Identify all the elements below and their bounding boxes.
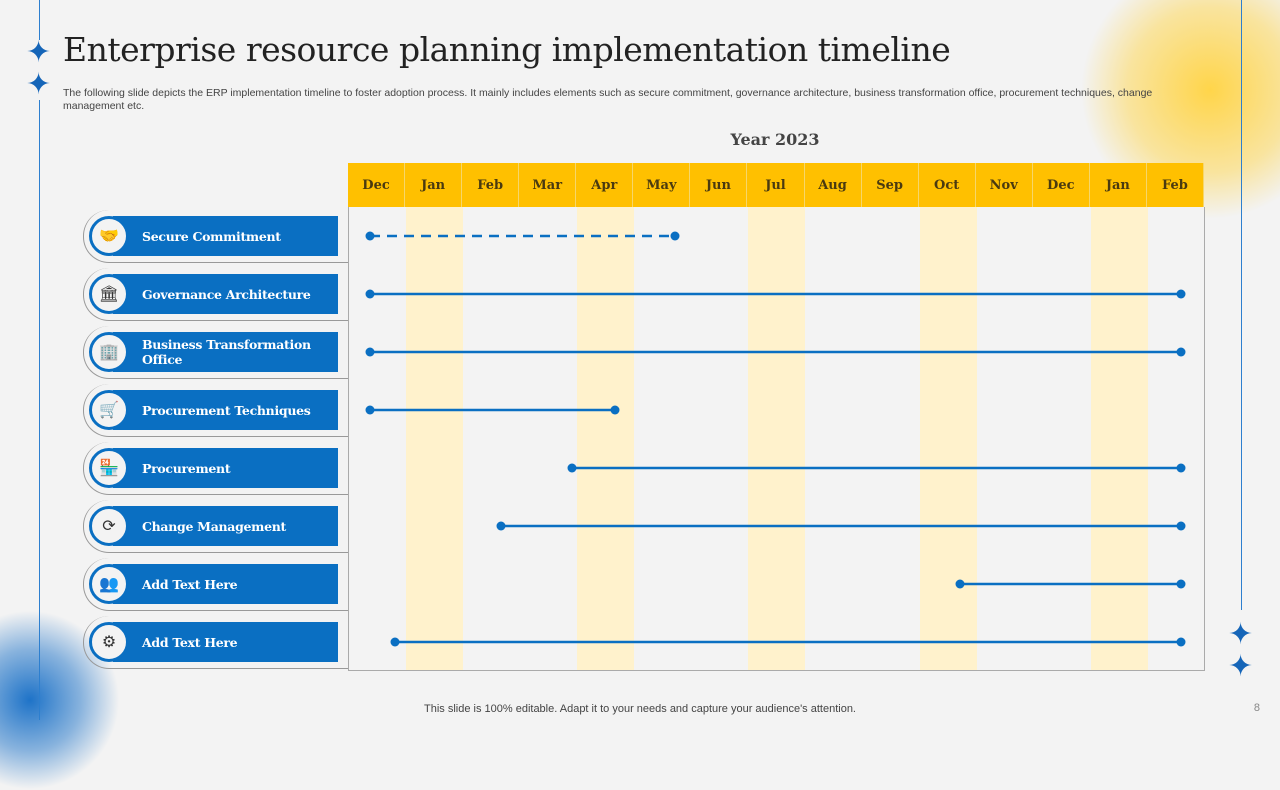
bar-end-dot (1176, 521, 1186, 531)
decor-line (39, 0, 40, 40)
row-label: Add Text Here (113, 622, 338, 662)
highlight-column (406, 207, 464, 670)
store-icon: 🏪 (89, 448, 129, 488)
row-label: Procurement (113, 448, 338, 488)
month-sep: Sep (862, 163, 919, 207)
bar-start-dot (955, 579, 965, 589)
bar-end-dot (1176, 347, 1186, 357)
row-label: Governance Architecture (113, 274, 338, 314)
row-label: Change Management (113, 506, 338, 546)
subtitle: The following slide depicts the ERP impl… (63, 87, 1153, 112)
month-apr: Apr (576, 163, 634, 207)
bar-end-dot (610, 405, 620, 415)
month-header: Dec Jan Feb Mar Apr May Jun Jul Aug Sep Oct Nov Dec J… (348, 163, 1204, 207)
handshake-shield-icon: 🤝 (89, 216, 129, 256)
decor-line (1241, 0, 1242, 610)
footer-note: This slide is 100% editable. Adapt it to… (424, 703, 856, 715)
row-connector (83, 442, 348, 495)
bar-start-dot (567, 463, 577, 473)
sparkle-icon: ✦ (26, 36, 52, 69)
month-jul: Jul (747, 163, 805, 207)
month-dec: Dec (348, 163, 406, 207)
month-jun: Jun (690, 163, 748, 207)
highlight-column (748, 207, 806, 670)
month-dec: Dec (1033, 163, 1090, 207)
page-title: Enterprise resource planning implementat… (63, 30, 951, 69)
page-number: 8 (1253, 702, 1260, 714)
month-feb: Feb (1147, 163, 1204, 207)
bar-start-dot (365, 289, 375, 299)
cycle-icon: ⟳ (89, 506, 129, 546)
row-label: Secure Commitment (113, 216, 338, 256)
erp-chip-icon: ⚙ (89, 622, 129, 662)
bar-end-dot (670, 231, 680, 241)
timeline-bars (365, 231, 1186, 647)
people-money-icon: 👥 (89, 564, 129, 604)
government-building-icon: 🏛 (89, 274, 129, 314)
row-label: Procurement Techniques (113, 390, 338, 430)
month-aug: Aug (805, 163, 862, 207)
month-jan: Jan (405, 163, 463, 207)
row-connector (83, 558, 348, 611)
highlight-column (1090, 207, 1148, 670)
row-label: Business Transformation Office (113, 332, 338, 372)
bar-start-dot (365, 231, 375, 241)
bar-start-dot (365, 405, 375, 415)
row-connector (83, 500, 348, 553)
office-building-icon: 🏢 (89, 332, 129, 372)
decor-line (39, 100, 40, 720)
month-jan: Jan (1090, 163, 1147, 207)
row-connector (83, 210, 348, 263)
month-oct: Oct (919, 163, 976, 207)
shopping-cart-person-icon: 🛒 (89, 390, 129, 430)
timeline-grid (348, 207, 1205, 671)
month-nov: Nov (976, 163, 1033, 207)
row-connector (83, 384, 348, 437)
bar-end-dot (1176, 579, 1186, 589)
highlight-column (577, 207, 635, 670)
sparkle-icon: ✦ (1228, 650, 1254, 683)
month-feb: Feb (462, 163, 520, 207)
row-connector (83, 268, 348, 321)
bar-end-dot (1176, 637, 1186, 647)
row-connector (83, 616, 348, 669)
bar-start-dot (365, 347, 375, 357)
bar-start-dot (496, 521, 506, 531)
bar-start-dot (390, 637, 400, 647)
row-label: Add Text Here (113, 564, 338, 604)
row-connector (83, 326, 348, 379)
sparkle-icon: ✦ (26, 68, 52, 101)
sparkle-icon: ✦ (1228, 618, 1254, 651)
year-label: Year 2023 (730, 130, 820, 149)
bar-end-dot (1176, 289, 1186, 299)
highlight-column (919, 207, 977, 670)
month-mar: Mar (519, 163, 577, 207)
month-may: May (633, 163, 691, 207)
bar-end-dot (1176, 463, 1186, 473)
